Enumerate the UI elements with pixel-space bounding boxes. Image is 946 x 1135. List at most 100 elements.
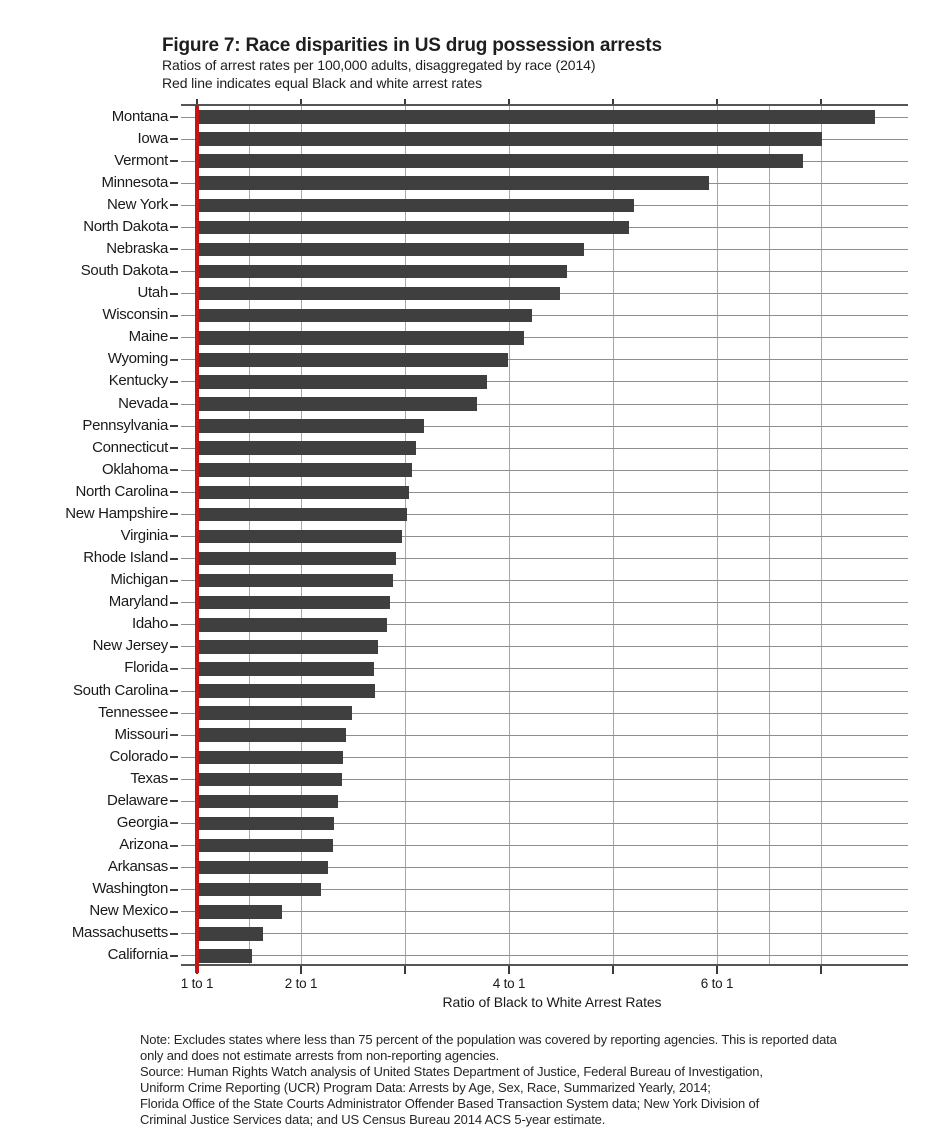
state-tick — [170, 712, 178, 715]
row-line — [181, 337, 908, 339]
top-axis-tick — [612, 99, 614, 104]
x-axis-tick — [820, 966, 822, 974]
state-label: New Jersey — [92, 637, 169, 655]
state-tick — [170, 866, 178, 869]
row-line — [181, 447, 908, 449]
state-label: Wyoming — [107, 350, 169, 368]
bar — [197, 750, 343, 764]
state-label: Arizona — [119, 836, 168, 854]
top-axis-tick — [508, 99, 510, 104]
state-tick — [170, 403, 178, 405]
state-label: Arkansas — [107, 858, 168, 876]
state-tick — [170, 314, 178, 317]
bar — [197, 110, 876, 124]
state-label: North Dakota — [83, 217, 168, 235]
state-tick — [170, 160, 178, 163]
row-line — [181, 867, 908, 869]
row-line — [181, 911, 908, 913]
equal-rate-reference-line — [195, 105, 199, 973]
state-tick — [170, 932, 178, 935]
top-axis-tick — [196, 99, 198, 104]
state-tick — [170, 204, 178, 207]
row-line — [181, 646, 908, 648]
row-line — [181, 955, 908, 957]
bar — [197, 154, 804, 168]
note-line: Note: Excludes states where less than 75… — [140, 1032, 837, 1047]
x-axis-tick — [404, 966, 406, 974]
state-tick — [170, 667, 178, 670]
state-label: Pennsylvania — [82, 416, 168, 434]
bar — [197, 353, 508, 367]
bar — [197, 529, 402, 544]
state-label: South Carolina — [72, 681, 168, 699]
bar — [197, 220, 629, 235]
state-tick — [170, 182, 178, 185]
state-label: Utah — [137, 284, 169, 302]
state-tick — [170, 645, 178, 648]
x-axis-title: Ratio of Black to White Arrest Rates — [442, 994, 662, 1010]
top-axis-tick — [820, 99, 822, 104]
state-label: Kentucky — [108, 372, 169, 390]
row-line — [181, 624, 908, 626]
state-tick — [170, 623, 178, 626]
state-tick — [170, 601, 178, 604]
state-tick — [170, 822, 178, 825]
bar — [197, 286, 560, 301]
row-line — [181, 800, 908, 802]
state-label: New Mexico — [89, 902, 168, 920]
x-tick-label: 2 to 1 — [284, 976, 318, 991]
bar — [197, 905, 283, 919]
state-label: Georgia — [116, 813, 169, 831]
row-line — [181, 359, 908, 361]
state-tick — [170, 557, 178, 560]
x-axis-tick — [508, 966, 510, 974]
note-line: only and does not estimate arrests from … — [140, 1048, 500, 1063]
state-label: Idaho — [131, 615, 168, 633]
state-label: Wisconsin — [102, 306, 168, 324]
bar — [197, 838, 334, 853]
x-gridline — [768, 105, 770, 964]
top-axis-line — [181, 104, 908, 106]
bar — [197, 264, 568, 279]
chart-subtitle-reference-note: Red line indicates equal Black and white… — [162, 74, 482, 91]
state-tick — [170, 579, 178, 582]
state-label: Tennessee — [98, 703, 168, 721]
state-label: Maine — [128, 328, 169, 346]
x-axis-tick — [300, 966, 302, 974]
bar — [197, 331, 524, 345]
state-tick — [170, 756, 178, 759]
row-line — [181, 734, 908, 736]
row-line — [181, 535, 908, 537]
state-tick — [170, 778, 178, 781]
bar — [197, 816, 335, 831]
row-line — [181, 381, 908, 383]
state-tick — [170, 248, 178, 251]
source-note: Note: Excludes states where less than 75… — [140, 1032, 940, 1128]
state-tick — [170, 535, 178, 538]
state-label: Iowa — [137, 129, 169, 147]
state-tick — [170, 734, 178, 737]
x-gridline — [404, 105, 406, 964]
row-line — [181, 756, 908, 758]
note-line: Florida Office of the State Courts Admin… — [140, 1096, 760, 1111]
state-tick — [170, 844, 178, 847]
row-line — [181, 558, 908, 560]
bar — [197, 573, 393, 588]
state-label: North Carolina — [75, 482, 168, 500]
state-tick — [170, 358, 178, 361]
state-label: Oklahoma — [102, 460, 168, 478]
state-label: Nebraska — [106, 239, 168, 257]
x-gridline — [508, 105, 510, 964]
row-line — [181, 580, 908, 582]
state-tick — [170, 469, 178, 472]
bar — [197, 772, 342, 787]
row-line — [181, 403, 908, 405]
bar — [197, 551, 396, 566]
top-axis-tick — [404, 99, 406, 104]
bar — [197, 176, 709, 190]
state-label: Montana — [111, 107, 169, 125]
state-label: Vermont — [114, 151, 168, 169]
state-label: Maryland — [108, 593, 169, 611]
row-line — [181, 602, 908, 604]
